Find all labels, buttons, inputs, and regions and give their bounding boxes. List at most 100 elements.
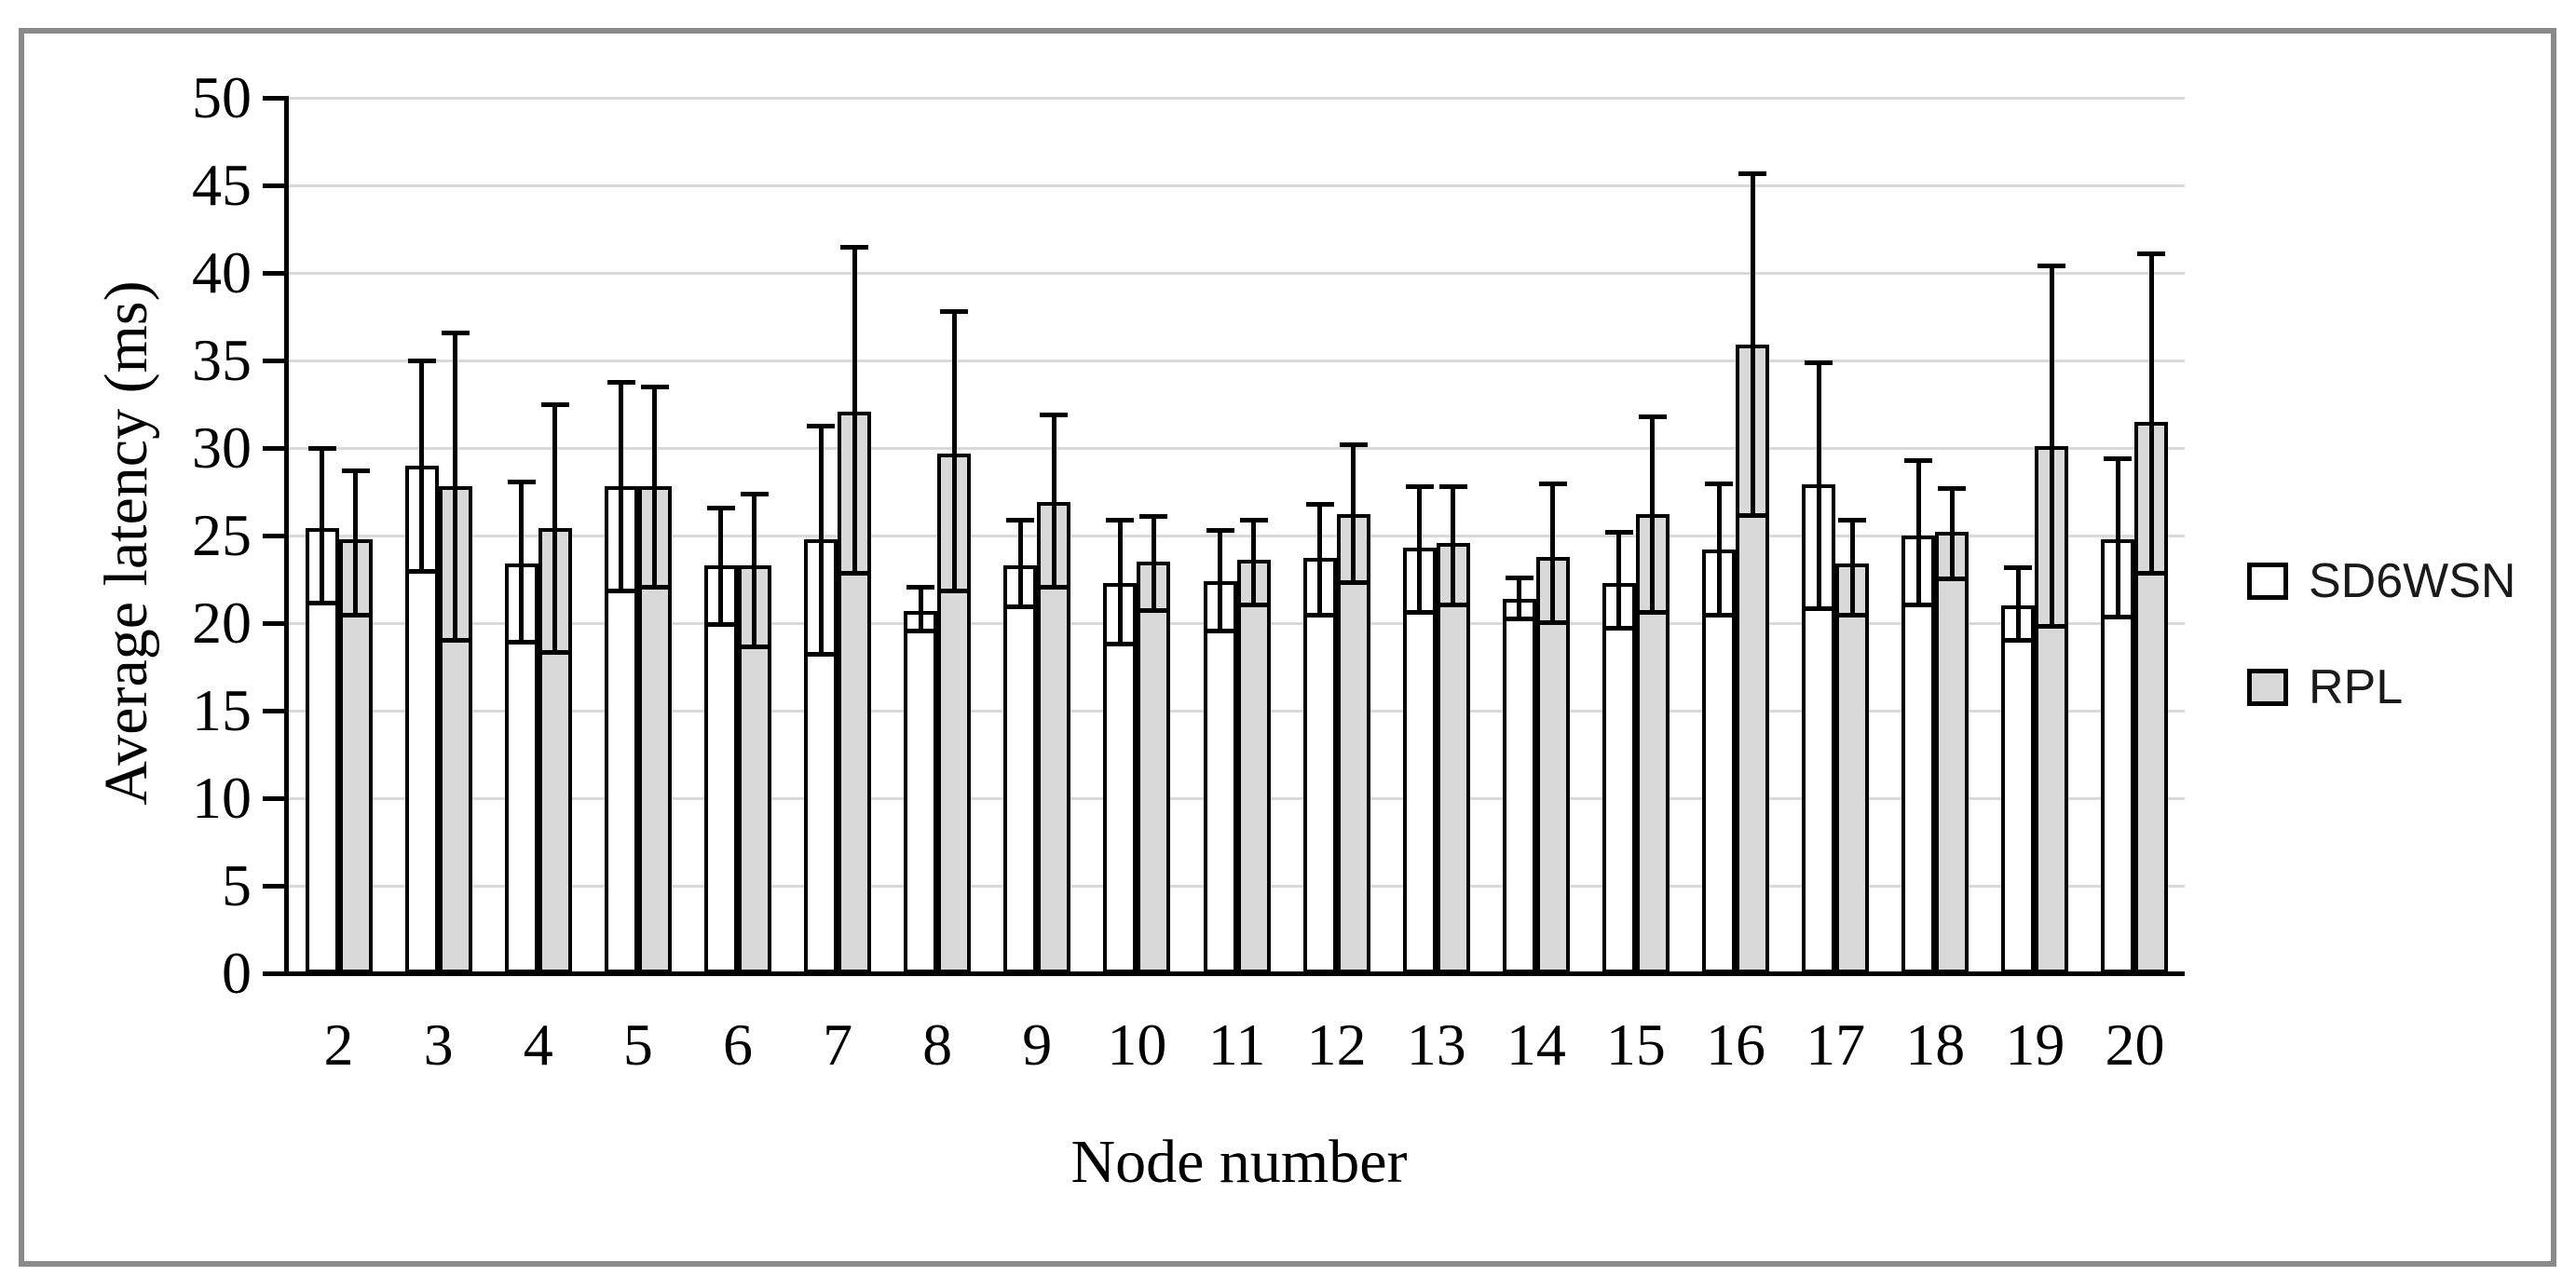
bar-sd6wsn bbox=[1003, 564, 1038, 973]
error-bar-cap-top bbox=[1305, 502, 1334, 508]
error-bar-line bbox=[918, 586, 923, 632]
y-axis-tick bbox=[263, 971, 285, 976]
error-bar-cap-top bbox=[807, 423, 836, 428]
error-bar-line bbox=[1816, 361, 1821, 609]
x-tick-label: 2 bbox=[323, 1011, 354, 1078]
y-axis-line bbox=[284, 96, 289, 975]
error-bar-cap-bottom bbox=[507, 639, 536, 645]
error-bar-cap-top bbox=[1040, 413, 1069, 418]
error-bar-cap-top bbox=[1505, 576, 1533, 581]
y-tick-label: 15 bbox=[192, 677, 252, 743]
error-bar-cap-bottom bbox=[807, 651, 836, 657]
x-tick-label: 20 bbox=[2105, 1011, 2165, 1078]
y-tick-label: 10 bbox=[192, 765, 252, 831]
error-bar-cap-bottom bbox=[1505, 617, 1533, 622]
y-tick-label: 35 bbox=[192, 327, 252, 393]
error-bar-cap-bottom bbox=[1904, 603, 1933, 608]
error-bar-line bbox=[419, 360, 425, 573]
error-bar-cap-top bbox=[307, 446, 336, 451]
error-bar-cap-bottom bbox=[1805, 605, 1833, 611]
error-bar-cap-top bbox=[1738, 170, 1767, 176]
error-bar-cap-bottom bbox=[1705, 613, 1734, 618]
y-axis-tick bbox=[263, 796, 285, 801]
error-bar-cap-top bbox=[441, 330, 470, 335]
error-bar-line bbox=[718, 507, 724, 625]
bar-rpl bbox=[1436, 542, 1470, 973]
error-bar-cap-bottom bbox=[1106, 641, 1135, 646]
x-tick-label: 3 bbox=[423, 1011, 454, 1078]
legend-swatch-sd6wsn bbox=[2247, 563, 2288, 600]
error-bar-line bbox=[852, 246, 857, 575]
error-bar-cap-bottom bbox=[906, 629, 935, 634]
error-bar-cap-top bbox=[1904, 458, 1933, 464]
error-bar-cap-top bbox=[840, 244, 869, 250]
error-bar-cap-bottom bbox=[706, 621, 735, 627]
y-tick-label: 0 bbox=[222, 940, 252, 1006]
error-bar-cap-bottom bbox=[2038, 623, 2066, 629]
y-axis-tick bbox=[263, 709, 285, 713]
x-axis-title: Node number bbox=[1070, 1128, 1408, 1196]
error-bar-cap-bottom bbox=[1006, 604, 1035, 610]
error-bar-line bbox=[1218, 530, 1222, 632]
error-bar-line bbox=[1351, 444, 1356, 583]
bar-sd6wsn bbox=[1502, 598, 1536, 973]
error-bar-cap-bottom bbox=[840, 571, 869, 577]
error-bar-cap-bottom bbox=[2004, 637, 2033, 643]
error-bar-cap-top bbox=[1438, 484, 1467, 490]
error-bar-cap-top bbox=[740, 491, 769, 496]
error-bar-line bbox=[1451, 486, 1456, 606]
error-bar-cap-top bbox=[706, 505, 735, 510]
x-tick-label: 15 bbox=[1605, 1011, 1666, 1078]
legend-item-sd6wsn: SD6WSN bbox=[2247, 557, 2515, 605]
gridline bbox=[289, 97, 2185, 100]
error-bar-line bbox=[1949, 488, 1955, 579]
error-bar-line bbox=[1650, 416, 1656, 613]
y-tick-label: 20 bbox=[192, 590, 252, 656]
y-axis-tick bbox=[263, 96, 285, 101]
x-tick-label: 17 bbox=[1806, 1011, 1866, 1078]
error-bar-cap-bottom bbox=[307, 601, 336, 606]
error-bar-line bbox=[1051, 414, 1056, 589]
error-bar-cap-top bbox=[1938, 486, 1967, 492]
x-axis-line bbox=[284, 971, 2185, 976]
legend-item-rpl: RPL bbox=[2247, 663, 2515, 712]
error-bar-cap-top bbox=[2104, 456, 2133, 462]
y-axis-tick bbox=[263, 446, 285, 451]
y-axis-tick bbox=[263, 621, 285, 626]
error-bar-cap-bottom bbox=[1938, 577, 1967, 581]
error-bar-cap-bottom bbox=[1139, 607, 1168, 613]
x-tick-label: 6 bbox=[722, 1011, 753, 1078]
error-bar-line bbox=[453, 332, 458, 641]
x-tick-label: 19 bbox=[2005, 1011, 2065, 1078]
error-bar-cap-bottom bbox=[1206, 629, 1234, 634]
y-tick-label: 25 bbox=[192, 502, 252, 568]
gridline bbox=[289, 272, 2185, 275]
error-bar-cap-bottom bbox=[607, 589, 635, 594]
error-bar-cap-bottom bbox=[1339, 579, 1368, 585]
x-tick-label: 8 bbox=[922, 1011, 953, 1078]
error-bar-cap-bottom bbox=[2104, 615, 2133, 620]
gridline bbox=[289, 535, 2185, 537]
error-bar-cap-top bbox=[1206, 528, 1234, 534]
error-bar-line bbox=[818, 425, 824, 655]
error-bar-cap-top bbox=[540, 402, 569, 407]
y-tick-label: 5 bbox=[222, 852, 252, 918]
legend-label-rpl: RPL bbox=[2309, 660, 2404, 714]
error-bar-line bbox=[2115, 458, 2120, 618]
error-bar-cap-top bbox=[1805, 360, 1833, 365]
y-tick-label: 45 bbox=[192, 152, 252, 218]
error-bar-cap-bottom bbox=[441, 637, 470, 643]
y-tick-label: 50 bbox=[192, 64, 252, 130]
error-bar-cap-bottom bbox=[740, 645, 769, 650]
error-bar-line bbox=[1251, 520, 1256, 606]
bar-sd6wsn bbox=[1601, 582, 1636, 973]
error-bar-cap-top bbox=[407, 359, 436, 363]
x-tick-label: 16 bbox=[1706, 1011, 1766, 1078]
bar-rpl bbox=[1236, 560, 1271, 973]
error-bar-cap-top bbox=[507, 479, 536, 484]
bar-sd6wsn bbox=[1402, 548, 1437, 973]
bar-rpl bbox=[1835, 563, 1870, 973]
x-tick-label: 13 bbox=[1406, 1011, 1466, 1078]
bar-sd6wsn bbox=[804, 538, 838, 973]
y-tick-label: 40 bbox=[192, 239, 252, 305]
